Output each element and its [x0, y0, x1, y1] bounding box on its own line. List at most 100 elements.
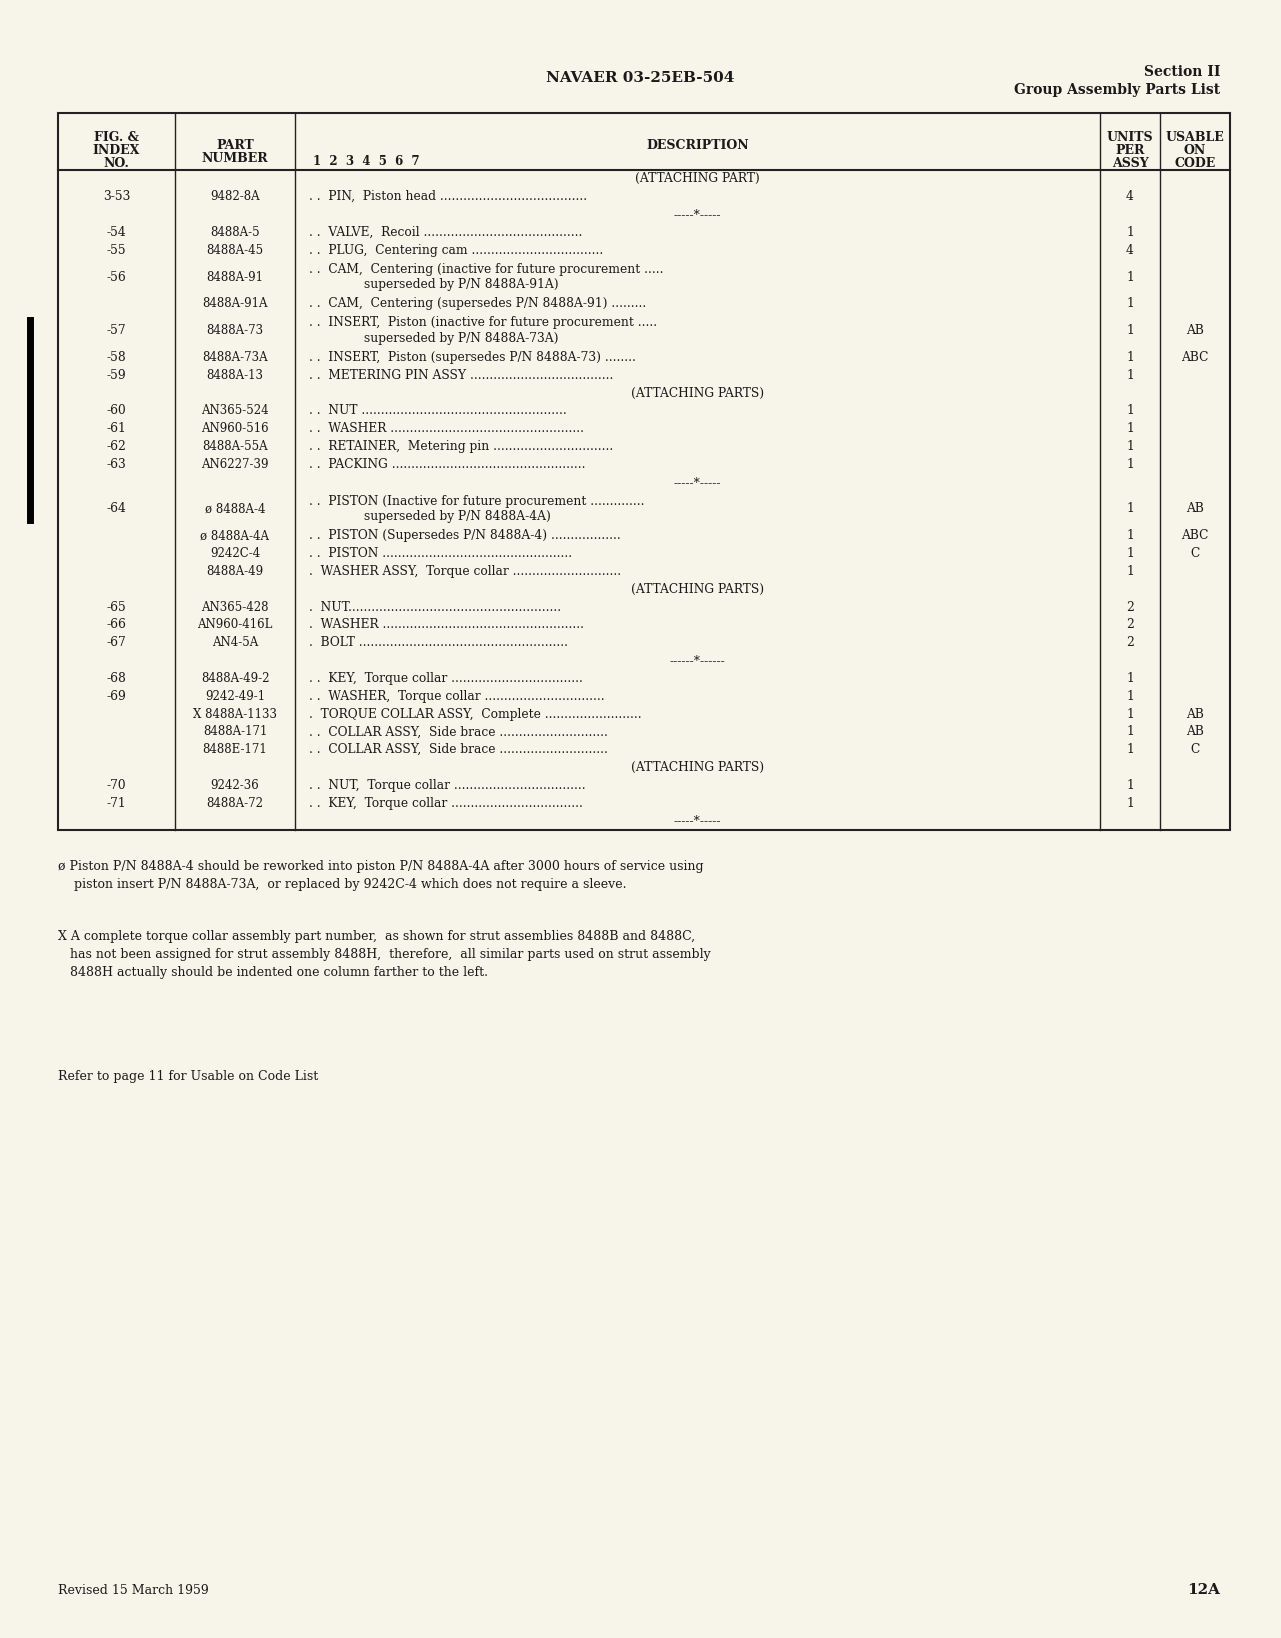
- Text: -71: -71: [106, 796, 127, 809]
- Bar: [58, 113, 1230, 830]
- Text: . .  INSERT,  Piston (inactive for future procurement .....: . . INSERT, Piston (inactive for future …: [309, 316, 657, 329]
- Text: 1: 1: [1126, 529, 1134, 542]
- Text: . .  KEY,  Torque collar ..................................: . . KEY, Torque collar .................…: [309, 672, 583, 685]
- Text: 8488E-171: 8488E-171: [202, 744, 268, 757]
- Text: ABC: ABC: [1181, 351, 1209, 364]
- Text: 8488A-72: 8488A-72: [206, 796, 264, 809]
- Text: 1: 1: [1126, 270, 1134, 283]
- Text: . .  INSERT,  Piston (supersedes P/N 8488A-73) ........: . . INSERT, Piston (supersedes P/N 8488A…: [309, 351, 635, 364]
- Text: .  NUT.......................................................: . NUT...................................…: [309, 601, 561, 614]
- Text: 8488A-171: 8488A-171: [202, 726, 268, 739]
- Text: INDEX: INDEX: [92, 144, 140, 157]
- Text: 8488A-91A: 8488A-91A: [202, 296, 268, 310]
- Text: 1: 1: [1126, 351, 1134, 364]
- Text: ------*------: ------*------: [670, 654, 725, 667]
- Text: . .  PISTON (Inactive for future procurement ..............: . . PISTON (Inactive for future procurem…: [309, 495, 644, 508]
- Text: AN365-428: AN365-428: [201, 601, 269, 614]
- Text: -63: -63: [106, 459, 127, 470]
- Text: 1: 1: [1126, 780, 1134, 791]
- Text: . .  CAM,  Centering (inactive for future procurement .....: . . CAM, Centering (inactive for future …: [309, 262, 664, 275]
- Text: AB: AB: [1186, 324, 1204, 337]
- Text: C: C: [1190, 744, 1199, 757]
- Text: . .  NUT,  Torque collar ..................................: . . NUT, Torque collar .................…: [309, 780, 585, 791]
- Text: -----*-----: -----*-----: [674, 208, 721, 221]
- Text: 8488A-13: 8488A-13: [206, 369, 264, 382]
- Text: superseded by P/N 8488A-91A): superseded by P/N 8488A-91A): [364, 278, 559, 292]
- Text: 8488H actually should be indented one column farther to the left.: 8488H actually should be indented one co…: [58, 966, 488, 980]
- Text: ASSY: ASSY: [1112, 157, 1148, 170]
- Text: . .  PLUG,  Centering cam ..................................: . . PLUG, Centering cam ................…: [309, 244, 603, 257]
- Text: UNITS: UNITS: [1107, 131, 1153, 144]
- Text: ø 8488A-4A: ø 8488A-4A: [201, 529, 269, 542]
- Text: -60: -60: [106, 405, 127, 418]
- Text: 9242-49-1: 9242-49-1: [205, 690, 265, 703]
- Text: has not been assigned for strut assembly 8488H,  therefore,  all similar parts u: has not been assigned for strut assembly…: [58, 948, 711, 962]
- Text: -57: -57: [106, 324, 127, 337]
- Text: AN960-416L: AN960-416L: [197, 619, 273, 631]
- Text: . .  METERING PIN ASSY .....................................: . . METERING PIN ASSY ..................…: [309, 369, 614, 382]
- Text: . .  PIN,  Piston head ......................................: . . PIN, Piston head ...................…: [309, 190, 587, 203]
- Text: superseded by P/N 8488A-4A): superseded by P/N 8488A-4A): [364, 511, 551, 523]
- Text: 1: 1: [1126, 459, 1134, 470]
- Text: 8488A-5: 8488A-5: [210, 226, 260, 239]
- Text: 1: 1: [1126, 744, 1134, 757]
- Text: 2: 2: [1126, 636, 1134, 649]
- Text: AN6227-39: AN6227-39: [201, 459, 269, 470]
- Text: 4: 4: [1126, 244, 1134, 257]
- Text: 8488A-45: 8488A-45: [206, 244, 264, 257]
- Text: 1: 1: [1126, 796, 1134, 809]
- Text: 1: 1: [1126, 565, 1134, 578]
- Text: 1  2  3  4  5  6  7: 1 2 3 4 5 6 7: [313, 156, 420, 169]
- Text: 1: 1: [1126, 296, 1134, 310]
- Text: C: C: [1190, 547, 1199, 560]
- Text: X 8488A-1133: X 8488A-1133: [193, 708, 277, 721]
- Text: Revised 15 March 1959: Revised 15 March 1959: [58, 1584, 209, 1597]
- Text: 8488A-49-2: 8488A-49-2: [201, 672, 269, 685]
- Text: Group Assembly Parts List: Group Assembly Parts List: [1013, 84, 1220, 97]
- Text: ø Piston P/N 8488A-4 should be reworked into piston P/N 8488A-4A after 3000 hour: ø Piston P/N 8488A-4 should be reworked …: [58, 860, 703, 873]
- Text: -58: -58: [106, 351, 127, 364]
- Text: . .  COLLAR ASSY,  Side brace ............................: . . COLLAR ASSY, Side brace ............…: [309, 726, 608, 739]
- Text: -54: -54: [106, 226, 127, 239]
- Text: 3-53: 3-53: [102, 190, 131, 203]
- Text: . .  NUT .....................................................: . . NUT ................................…: [309, 405, 566, 418]
- Text: 1: 1: [1126, 708, 1134, 721]
- Text: NAVAER 03-25EB-504: NAVAER 03-25EB-504: [546, 70, 734, 85]
- Text: .  WASHER ....................................................: . WASHER ...............................…: [309, 619, 584, 631]
- Text: . .  RETAINER,  Metering pin ...............................: . . RETAINER, Metering pin .............…: [309, 441, 614, 454]
- Text: .  TORQUE COLLAR ASSY,  Complete .........................: . TORQUE COLLAR ASSY, Complete .........…: [309, 708, 642, 721]
- Text: 1: 1: [1126, 423, 1134, 436]
- Text: -61: -61: [106, 423, 127, 436]
- Text: CODE: CODE: [1175, 157, 1216, 170]
- Text: 8488A-73A: 8488A-73A: [202, 351, 268, 364]
- Text: 1: 1: [1126, 690, 1134, 703]
- Text: ABC: ABC: [1181, 529, 1209, 542]
- Text: -----*-----: -----*-----: [674, 814, 721, 827]
- Text: 12A: 12A: [1187, 1582, 1220, 1597]
- Text: 8488A-91: 8488A-91: [206, 270, 264, 283]
- Text: . .  COLLAR ASSY,  Side brace ............................: . . COLLAR ASSY, Side brace ............…: [309, 744, 608, 757]
- Text: . .  CAM,  Centering (supersedes P/N 8488A-91) .........: . . CAM, Centering (supersedes P/N 8488A…: [309, 296, 646, 310]
- Text: Section II: Section II: [1144, 66, 1220, 79]
- Text: -56: -56: [106, 270, 127, 283]
- Text: . .  KEY,  Torque collar ..................................: . . KEY, Torque collar .................…: [309, 796, 583, 809]
- Text: AB: AB: [1186, 726, 1204, 739]
- Text: USABLE: USABLE: [1166, 131, 1225, 144]
- Text: PER: PER: [1116, 144, 1145, 157]
- Text: -55: -55: [106, 244, 127, 257]
- Text: -59: -59: [106, 369, 127, 382]
- Text: ON: ON: [1184, 144, 1207, 157]
- Text: AN960-516: AN960-516: [201, 423, 269, 436]
- Text: . .  PACKING ..................................................: . . PACKING ............................…: [309, 459, 585, 470]
- Text: 4: 4: [1126, 190, 1134, 203]
- Text: (ATTACHING PARTS): (ATTACHING PARTS): [632, 762, 763, 775]
- Text: . .  PISTON .................................................: . . PISTON .............................…: [309, 547, 573, 560]
- Text: NO.: NO.: [104, 157, 129, 170]
- Text: Refer to page 11 for Usable on Code List: Refer to page 11 for Usable on Code List: [58, 1070, 318, 1083]
- Text: -66: -66: [106, 619, 127, 631]
- Text: AB: AB: [1186, 708, 1204, 721]
- Text: -67: -67: [106, 636, 127, 649]
- Text: superseded by P/N 8488A-73A): superseded by P/N 8488A-73A): [364, 333, 559, 346]
- Text: -62: -62: [106, 441, 127, 454]
- Text: ø 8488A-4: ø 8488A-4: [205, 503, 265, 516]
